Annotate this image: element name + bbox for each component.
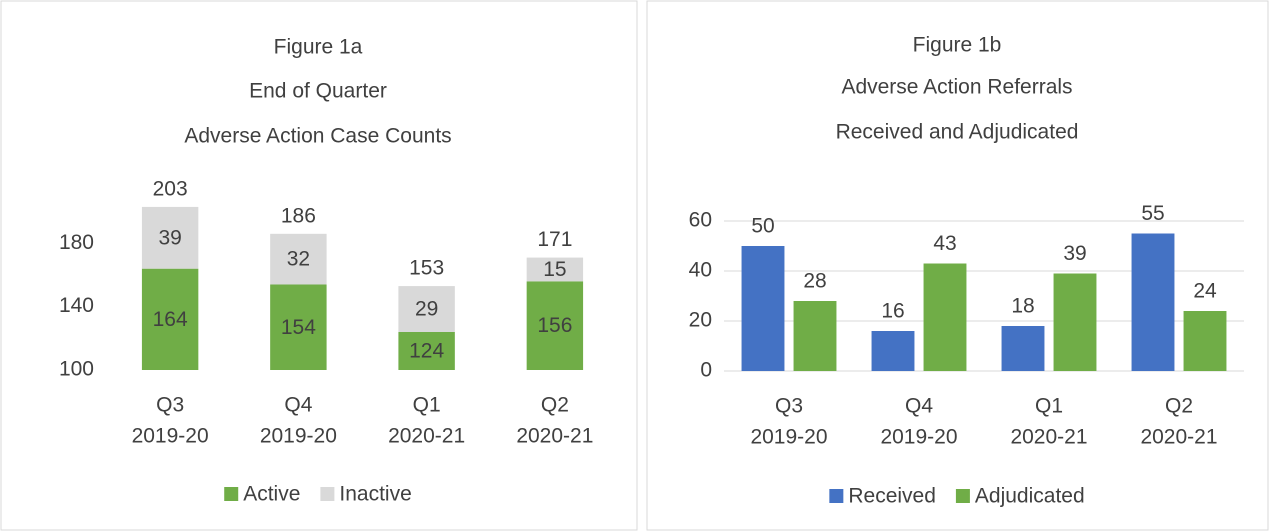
- x-tick-label: 2019-20: [132, 425, 209, 448]
- chart-title: Adverse Action Referrals: [841, 76, 1072, 99]
- y-tick-label: 140: [59, 294, 94, 317]
- figure-label: Figure 1a: [274, 36, 363, 59]
- data-label: 15: [543, 258, 566, 281]
- chart-title: Adverse Action Case Counts: [184, 125, 451, 148]
- y-tick-label: 60: [689, 209, 712, 232]
- x-tick-label: Q3: [156, 394, 184, 417]
- data-label: 164: [153, 308, 188, 331]
- data-label: 156: [537, 314, 572, 337]
- legend: Active Inactive: [224, 483, 412, 506]
- data-label: 39: [158, 226, 181, 249]
- bar: [1053, 273, 1097, 371]
- legend-label: Adjudicated: [975, 485, 1085, 508]
- data-label: 39: [1063, 242, 1086, 265]
- legend-swatch: [224, 487, 239, 501]
- bar-segment: [398, 286, 455, 332]
- data-label: 50: [751, 215, 774, 238]
- data-label: 55: [1141, 202, 1164, 225]
- data-label: 43: [933, 232, 956, 255]
- y-tick-label: 20: [689, 309, 712, 332]
- bar-segment: [398, 332, 455, 370]
- bar-segment: [141, 268, 199, 370]
- legend-swatch: [955, 489, 970, 503]
- data-label: 18: [1011, 295, 1034, 318]
- legend-swatch: [320, 487, 335, 501]
- bar: [793, 301, 837, 371]
- total-label: 186: [281, 204, 316, 227]
- total-label: 203: [153, 177, 188, 200]
- data-label: 32: [287, 248, 310, 271]
- x-tick-label: 2020-21: [1010, 426, 1087, 449]
- data-label: 154: [281, 316, 316, 339]
- bar: [1001, 326, 1045, 371]
- x-tick-label: Q4: [905, 395, 933, 418]
- total-label: 171: [537, 228, 572, 251]
- bar: [923, 263, 967, 371]
- x-tick-label: 2020-21: [516, 425, 593, 448]
- chart-title: Received and Adjudicated: [836, 121, 1079, 144]
- bar-segment: [270, 233, 327, 285]
- x-tick-label: Q1: [413, 394, 441, 417]
- x-tick-label: Q4: [284, 394, 312, 417]
- bar: [1183, 311, 1227, 371]
- x-tick-label: 2019-20: [880, 426, 957, 449]
- x-tick-label: Q2: [541, 394, 569, 417]
- bar-segment: [526, 257, 584, 282]
- x-tick-label: 2020-21: [388, 425, 465, 448]
- x-tick-label: 2019-20: [260, 425, 337, 448]
- data-label: 124: [409, 340, 444, 363]
- x-tick-label: Q2: [1165, 395, 1193, 418]
- total-label: 153: [409, 257, 444, 280]
- data-label: 29: [415, 298, 438, 321]
- bar: [1131, 233, 1175, 371]
- bar: [741, 246, 785, 371]
- y-tick-label: 180: [59, 231, 94, 254]
- y-tick-label: 0: [700, 359, 712, 382]
- chart-title: End of Quarter: [249, 80, 387, 103]
- legend: Received Adjudicated: [829, 485, 1085, 508]
- x-tick-label: Q3: [775, 395, 803, 418]
- legend-label: Inactive: [339, 483, 411, 506]
- legend-swatch: [829, 489, 844, 503]
- bar-segment: [526, 281, 584, 370]
- y-tick-label: 100: [59, 358, 94, 381]
- bar: [871, 331, 915, 371]
- legend-label: Received: [848, 485, 936, 508]
- y-tick-label: 40: [689, 259, 712, 282]
- x-tick-label: 2020-21: [1140, 426, 1217, 449]
- figure-label: Figure 1b: [913, 34, 1002, 57]
- data-label: 16: [881, 300, 904, 323]
- x-tick-label: Q1: [1035, 395, 1063, 418]
- bar-segment: [141, 206, 199, 269]
- data-label: 28: [803, 270, 826, 293]
- legend-label: Active: [243, 483, 300, 506]
- x-tick-label: 2019-20: [750, 426, 827, 449]
- bar-segment: [270, 284, 327, 370]
- data-label: 24: [1193, 280, 1217, 303]
